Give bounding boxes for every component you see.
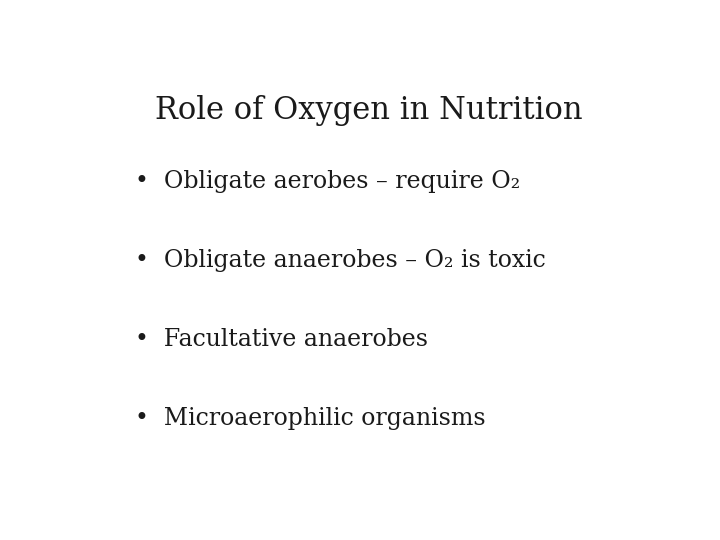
Text: •  Facultative anaerobes: • Facultative anaerobes <box>135 328 428 350</box>
Text: •  Obligate anaerobes – O₂ is toxic: • Obligate anaerobes – O₂ is toxic <box>135 249 545 272</box>
Text: Role of Oxygen in Nutrition: Role of Oxygen in Nutrition <box>156 95 582 126</box>
Text: •  Microaerophilic organisms: • Microaerophilic organisms <box>135 407 485 430</box>
Text: •  Obligate aerobes – require O₂: • Obligate aerobes – require O₂ <box>135 170 520 193</box>
